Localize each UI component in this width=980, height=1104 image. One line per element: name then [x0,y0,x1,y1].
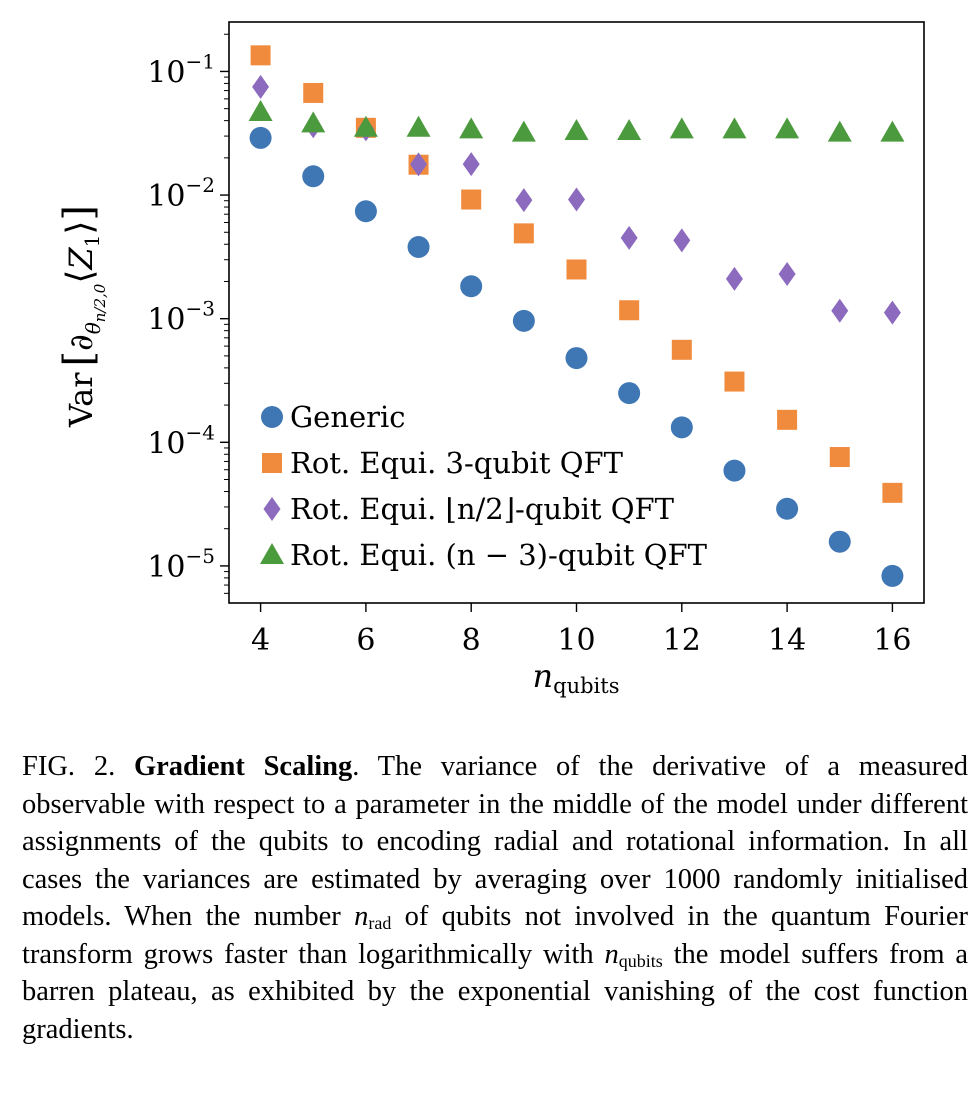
caption-text-2: of qubits not involved in the quantum Fo… [22,901,968,970]
data-point-square [671,339,692,360]
data-point-diamond [462,152,480,177]
data-point-square [829,447,850,468]
y-tick-label: 10−1 [147,49,215,90]
legend-label: Rot. Equi. ⌊n/2⌋-qubit QFT [290,492,675,526]
legend-marker-diamond [263,497,281,521]
caption-var-rad: rad [368,913,392,933]
caption-var-qubits: qubits [618,950,663,971]
data-point-triangle [511,120,536,142]
chart: 10−1 10−2 10−3 10−4 10−5 4 6 8 10 12 14 16 Var[∂θn… [56,21,925,698]
caption-title: Gradient Scaling [133,751,353,782]
caption-var-n: n [354,901,369,932]
data-point-triangle [722,117,747,139]
x-tick-label: 4 [251,623,270,658]
data-point-circle [512,309,535,332]
data-point-circle [723,459,746,482]
data-point-circle [776,497,799,520]
data-point-triangle [775,117,800,139]
data-point-diamond [410,152,428,177]
data-point-diamond [620,225,638,250]
y-tick-label: 10−2 [147,173,215,214]
data-point-circle [670,416,693,439]
data-point-diamond [725,266,743,291]
data-point-square [513,223,534,244]
caption-text-1: . The variance of the derivative of a me… [22,751,968,932]
data-point-diamond [673,228,691,253]
data-point-square [566,259,587,280]
x-tick-label: 10 [557,623,595,658]
x-tick-label: 12 [663,623,701,658]
series-square [250,45,903,503]
caption-text-3: the model suffers from a barren plateau,… [22,938,968,1045]
data-point-triangle [353,115,378,137]
data-point-triangle [564,118,589,140]
svg-text:Var[∂θn/2,0⟨Z1⟩]: Var[∂θn/2,0⟨Z1⟩] [56,205,109,428]
y-tick-label: 10−5 [147,544,215,585]
data-point-square [619,300,640,321]
plot-frame [228,21,925,604]
legend-marker-triangle [260,543,284,564]
x-axis-label: nqubits [533,657,620,698]
y-tick-label: 10−4 [147,420,215,461]
x-tick-label: 16 [873,623,911,658]
data-point-triangle [880,120,905,142]
data-point-triangle [827,120,852,142]
y-tick-label: 10−3 [147,297,215,338]
data-point-diamond [778,261,796,286]
data-point-triangle [669,117,694,139]
data-points [248,45,905,587]
series-diamond [252,74,901,325]
data-point-circle [565,347,588,370]
data-point-circle [618,382,641,405]
data-point-square [303,82,324,103]
data-point-circle [828,530,851,553]
series-triangle [248,99,905,142]
data-point-square [882,482,903,503]
legend-label: Rot. Equi. (n − 3)-qubit QFT [290,538,708,572]
data-point-circle [302,165,325,188]
data-point-square [250,45,271,66]
data-point-circle [354,200,377,223]
data-point-triangle [459,117,484,139]
legend: Generic Rot. Equi. 3-qubit QFT Rot. Equi. … [260,400,708,572]
y-axis-ticks: 10−1 10−2 10−3 10−4 10−5 [147,33,229,594]
data-point-diamond [568,187,585,212]
legend-label: Rot. Equi. 3-qubit QFT [290,446,624,480]
y-axis-label: Var[∂θn/2,0⟨Z1⟩] [56,205,109,428]
data-point-triangle [248,99,273,121]
data-point-circle [249,126,272,149]
data-point-circle [407,236,430,259]
data-point-square [777,409,798,430]
data-point-circle [881,564,904,587]
legend-label: Generic [290,400,406,434]
legend-marker-square [262,453,282,473]
x-axis-ticks: 4 6 8 10 12 14 16 [251,603,912,658]
data-point-diamond [831,298,849,323]
legend-marker-circle [261,406,283,428]
data-point-triangle [617,118,642,140]
data-point-diamond [515,188,533,213]
data-point-square [724,371,745,392]
caption-label: FIG. 2. [22,751,116,782]
series-circle [249,126,904,587]
data-point-diamond [883,300,901,325]
x-tick-label: 8 [462,623,481,658]
data-point-triangle [301,111,326,133]
data-point-diamond [252,74,270,99]
data-point-triangle [406,115,431,137]
data-point-square [461,189,482,210]
caption-var-n2: n [604,938,619,970]
x-tick-label: 6 [356,623,375,658]
x-tick-label: 14 [768,623,806,658]
figure-caption: FIG. 2. Gradient Scaling. The variance o… [22,748,968,1048]
data-point-circle [460,275,483,298]
